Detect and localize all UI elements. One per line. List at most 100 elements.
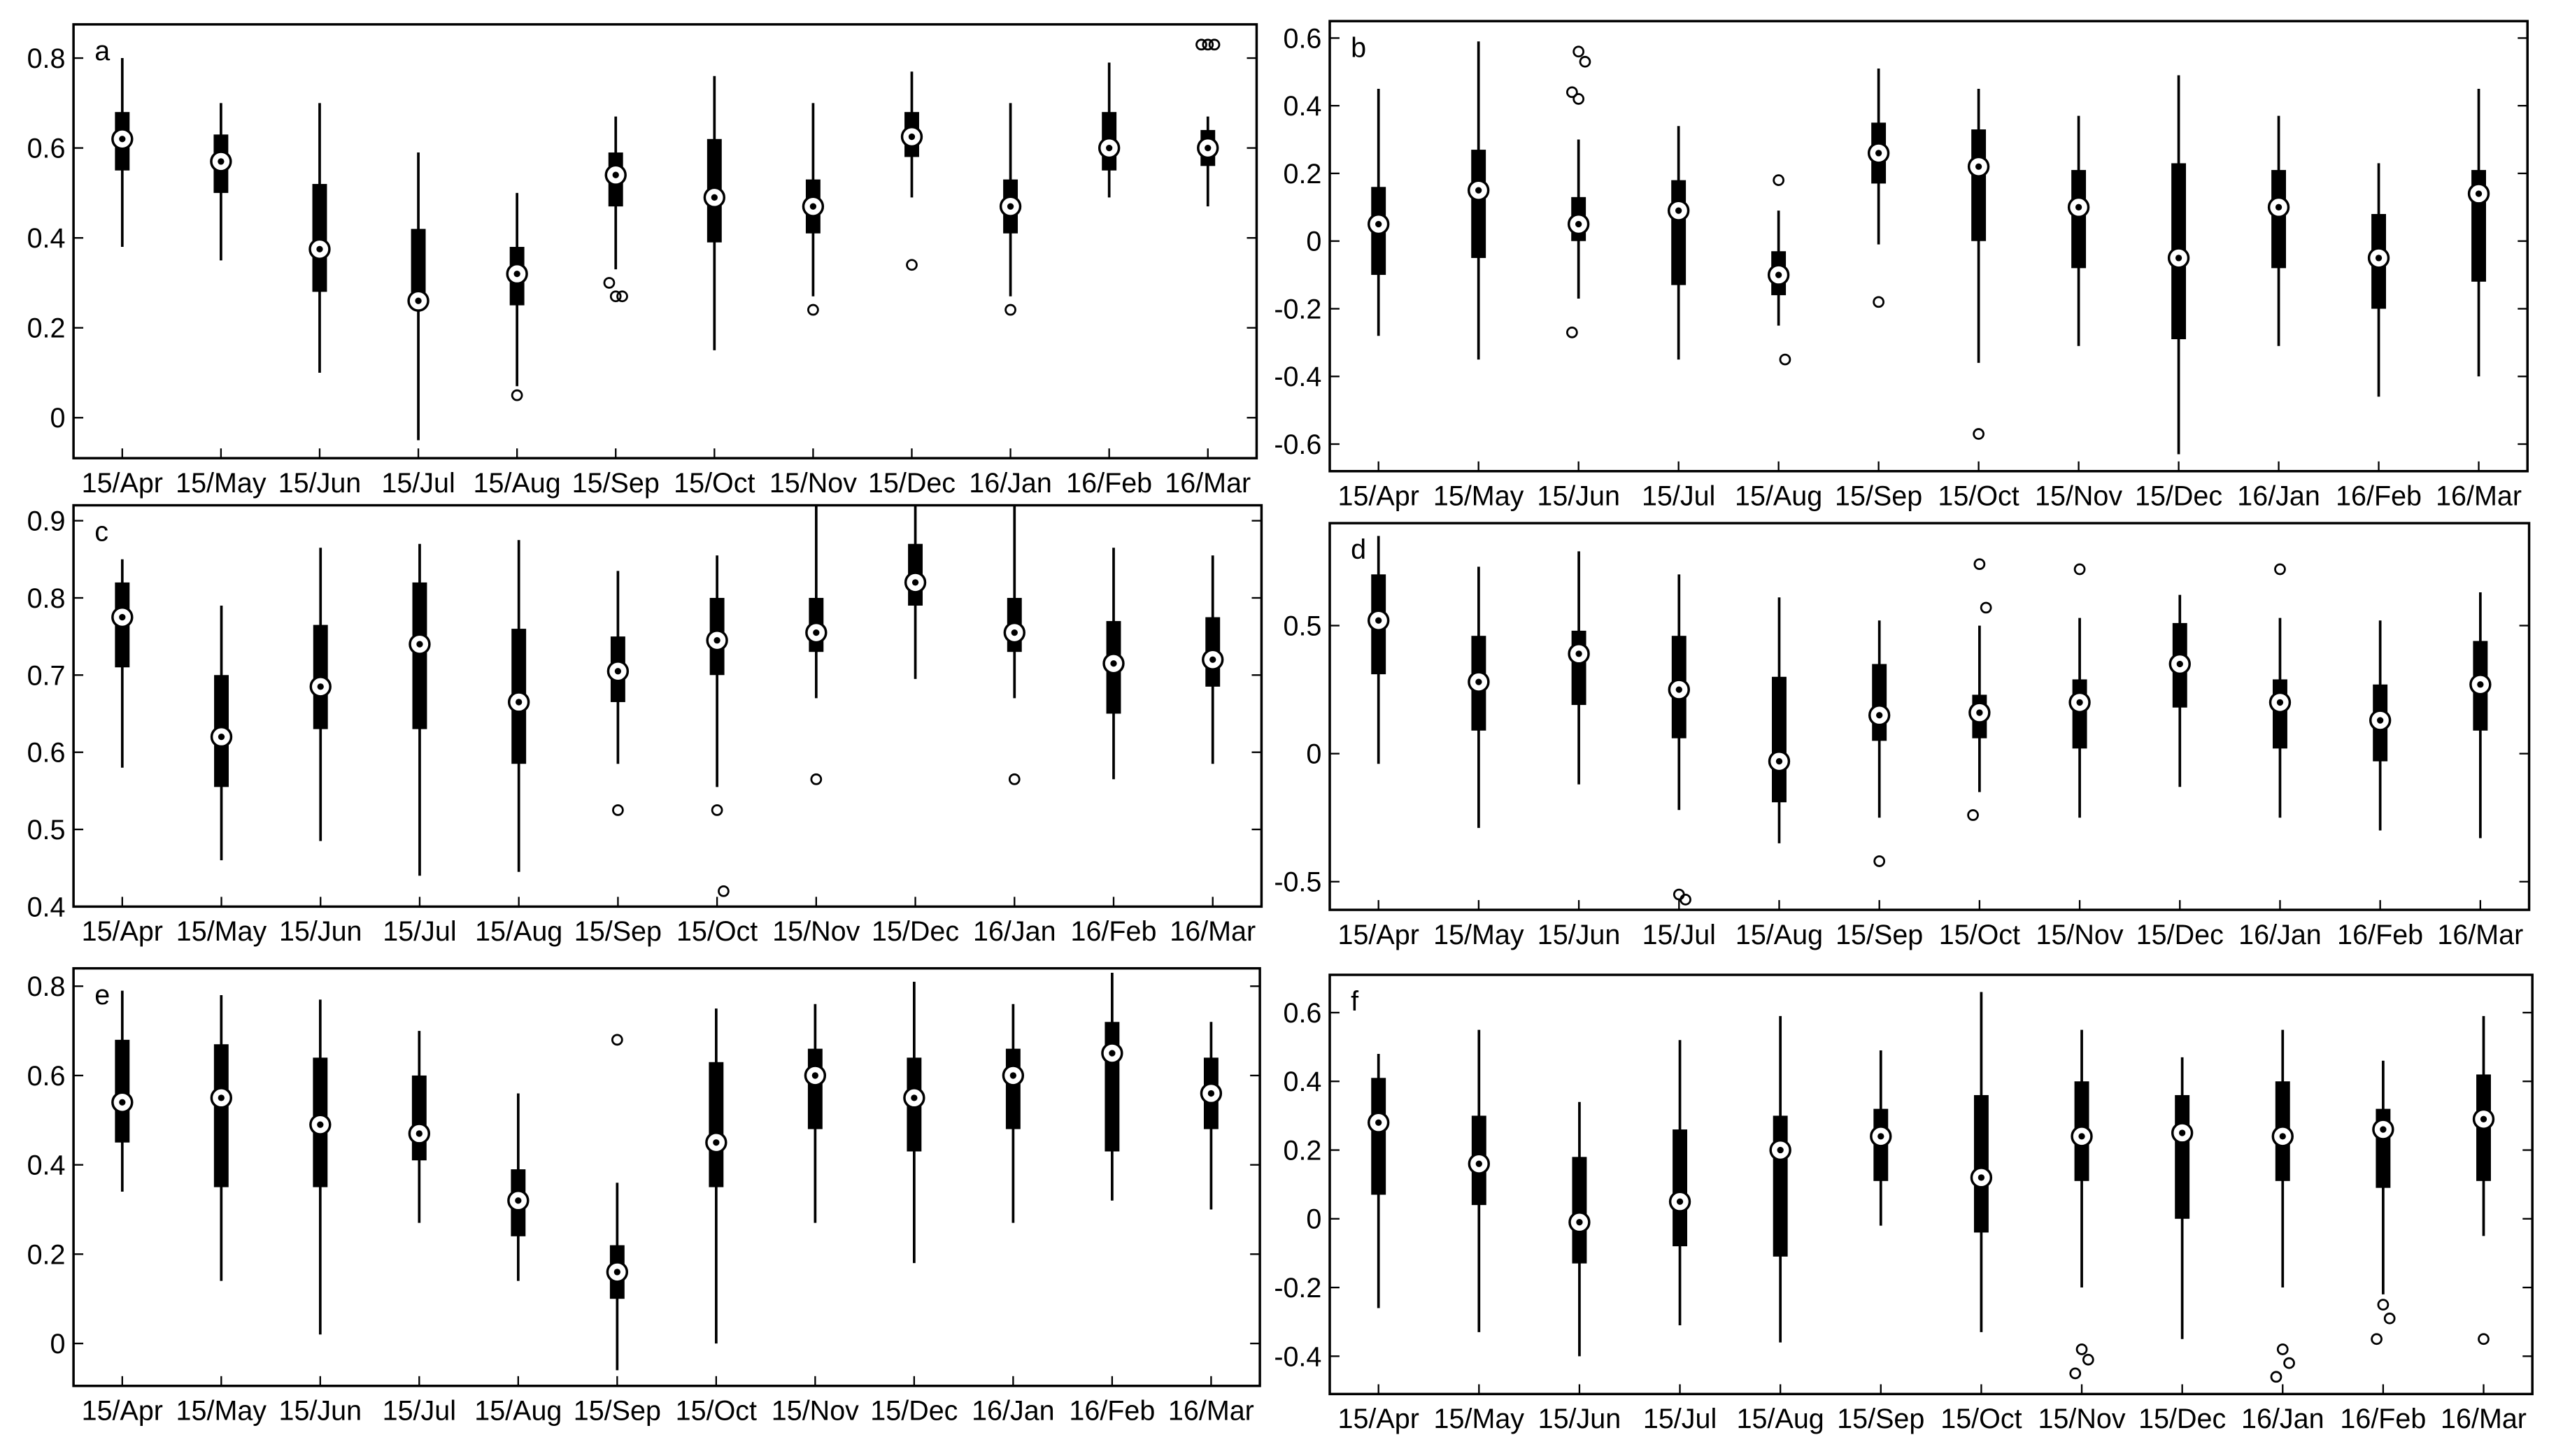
median-dot: [1877, 1133, 1884, 1140]
x-tick-label: 16/Jan: [2241, 1404, 2324, 1434]
y-tick-label: -0.4: [1274, 1341, 1321, 1372]
median-dot: [1975, 163, 1982, 170]
outlier: [1773, 174, 1784, 186]
median-dot: [612, 171, 619, 178]
y-tick-label: 0.6: [27, 738, 66, 769]
y-tick-label: 0: [1306, 1204, 1321, 1235]
x-tick-label: 16/Feb: [1066, 468, 1152, 499]
median-dot: [1875, 150, 1882, 157]
median-dot: [2075, 204, 2082, 210]
outlier: [1566, 86, 1578, 99]
outlier: [1980, 601, 1992, 614]
outlier: [1208, 38, 1221, 51]
x-tick-label: 15/Jun: [1538, 920, 1621, 950]
outlier: [1566, 326, 1578, 338]
outlier: [2478, 1333, 2490, 1346]
median-dot: [1777, 1146, 1784, 1154]
median-dot: [1011, 629, 1018, 636]
outlier: [1873, 296, 1884, 308]
x-tick-label: 15/Aug: [475, 916, 562, 947]
y-tick-label: 0.2: [1283, 1135, 1321, 1166]
box: [2273, 679, 2287, 749]
x-tick-label: 15/Dec: [2138, 1404, 2226, 1434]
x-tick-label: 15/Sep: [1835, 481, 1922, 512]
median-dot: [1475, 678, 1482, 685]
x-tick-label: 15/Nov: [769, 468, 857, 499]
y-tick-label: -0.5: [1274, 867, 1321, 898]
median-dot: [119, 613, 126, 621]
box: [1572, 1157, 1587, 1264]
x-tick-label: 15/Sep: [572, 468, 660, 499]
median-dot: [1876, 712, 1883, 719]
outlier: [612, 804, 624, 816]
median-dot: [614, 668, 622, 675]
x-tick-label: 16/Mar: [2436, 481, 2522, 512]
y-tick-label: -0.2: [1274, 294, 1321, 324]
x-tick-label: 15/Apr: [82, 916, 163, 947]
median-dot: [2276, 699, 2284, 706]
x-tick-label: 15/Jun: [1538, 1404, 1621, 1434]
x-tick-label: 15/May: [1433, 920, 1524, 950]
outlier: [1202, 38, 1214, 51]
median-dot: [2279, 1133, 2286, 1140]
median-dot: [2475, 190, 2483, 197]
box: [412, 582, 427, 729]
outlier: [2270, 1371, 2282, 1383]
x-tick-label: 15/Jun: [278, 468, 362, 499]
x-tick-label: 15/Aug: [1737, 1404, 1824, 1434]
y-tick-label: 0.2: [27, 1239, 66, 1270]
median-dot: [516, 699, 523, 706]
x-tick-label: 15/Dec: [868, 468, 956, 499]
plot-frame: [72, 966, 1261, 1387]
median-dot: [2175, 255, 2182, 262]
outlier: [1572, 93, 1585, 105]
median-dot: [613, 1269, 620, 1276]
median-dot: [1205, 144, 1212, 152]
x-tick-label: 15/Jun: [1537, 481, 1620, 512]
median-dot: [2076, 699, 2083, 706]
x-tick-label: 15/Aug: [1735, 481, 1822, 512]
median-dot: [1675, 686, 1682, 693]
x-tick-label: 16/Feb: [2337, 920, 2423, 950]
y-tick-label: 0: [50, 403, 66, 434]
x-tick-label: 16/Mar: [1170, 916, 1256, 947]
outlier: [2073, 563, 2086, 576]
box: [1571, 630, 1586, 706]
y-tick-label: 0.6: [27, 1061, 66, 1092]
median-dot: [1775, 271, 1782, 278]
x-tick-label: 15/Nov: [2038, 1404, 2125, 1434]
x-tick-label: 15/Nov: [2035, 481, 2122, 512]
outlier: [1572, 45, 1585, 58]
box: [1005, 1048, 1021, 1129]
median-dot: [713, 637, 720, 644]
median-dot: [1576, 1219, 1583, 1226]
outlier: [1973, 558, 1986, 571]
outlier: [2082, 1353, 2094, 1366]
y-tick-label: -0.6: [1274, 429, 1321, 460]
x-tick-label: 15/Dec: [2135, 481, 2222, 512]
x-tick-label: 15/Jul: [1642, 920, 1716, 950]
box: [709, 1062, 724, 1187]
x-tick-label: 15/May: [176, 916, 267, 947]
median-dot: [2377, 717, 2384, 724]
x-tick-label: 15/Apr: [82, 468, 163, 499]
x-tick-label: 16/Mar: [2441, 1404, 2527, 1434]
x-tick-label: 16/Mar: [1165, 468, 1251, 499]
x-tick-label: 15/Apr: [1338, 481, 1419, 512]
y-tick-label: 0.4: [27, 223, 66, 254]
y-tick-label: 0.4: [27, 892, 66, 922]
median-dot: [1109, 1050, 1116, 1057]
outlier: [603, 277, 616, 289]
box: [1772, 676, 1787, 803]
median-dot: [317, 683, 324, 690]
box: [2271, 170, 2287, 269]
x-tick-label: 15/Jul: [381, 468, 455, 499]
plot-frame: [72, 23, 1258, 459]
x-tick-label: 15/Apr: [1338, 920, 1419, 950]
median-dot: [1209, 656, 1216, 663]
median-dot: [218, 158, 225, 165]
box: [1872, 664, 1887, 741]
outlier: [711, 804, 723, 816]
x-tick-label: 15/Nov: [772, 916, 860, 947]
y-tick-label: 0.5: [27, 815, 66, 845]
